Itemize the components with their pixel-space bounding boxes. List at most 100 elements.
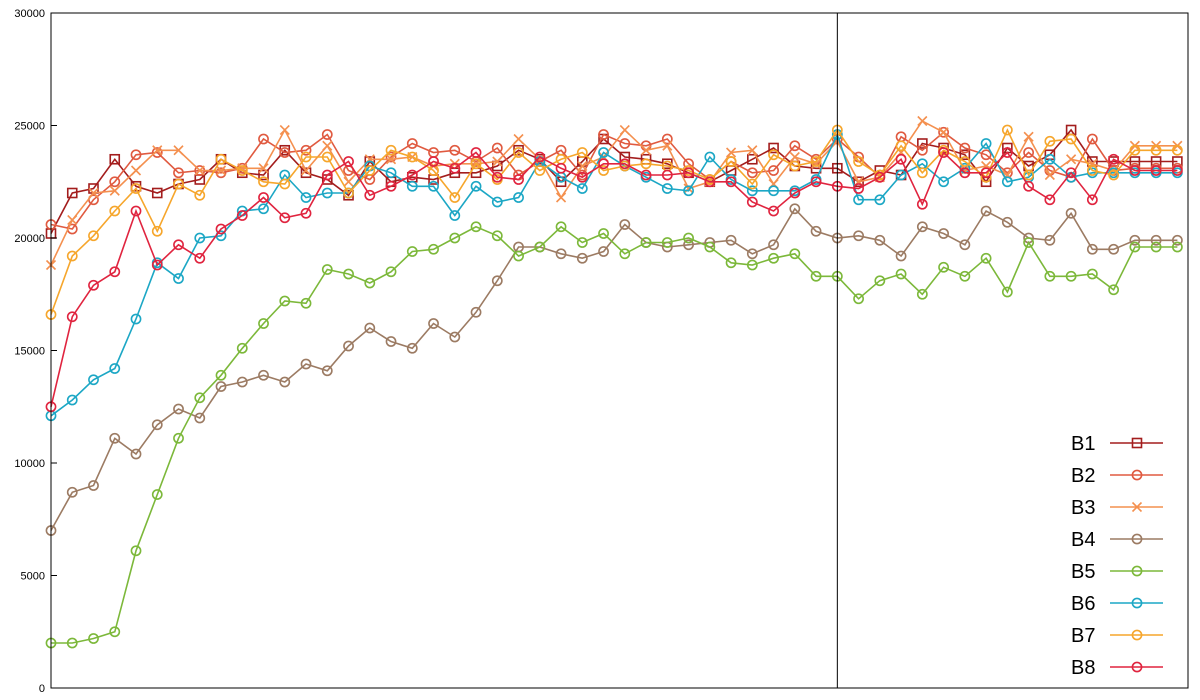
- data-point: [109, 185, 120, 196]
- data-point: [1129, 241, 1141, 253]
- data-point: [959, 270, 971, 282]
- data-point: [258, 369, 269, 381]
- data-point: [449, 192, 461, 203]
- data-point: [492, 156, 503, 167]
- data-point: [279, 295, 291, 307]
- data-point: [555, 162, 567, 174]
- data-point: [576, 171, 588, 183]
- data-point: [725, 176, 737, 188]
- data-point: [449, 144, 461, 156]
- data-point: [491, 171, 503, 183]
- data-point: [555, 248, 567, 260]
- legend-item-b5: B5: [1071, 561, 1163, 583]
- data-point: [640, 158, 652, 170]
- data-point: [661, 169, 673, 181]
- data-point: [279, 212, 291, 224]
- series-line-b6: [50, 132, 1178, 417]
- data-point: [300, 167, 312, 179]
- data-point: [619, 219, 631, 230]
- data-point: [470, 221, 482, 233]
- data-point: [619, 138, 631, 149]
- legend-label: B3: [1071, 497, 1095, 519]
- data-point: [1150, 241, 1162, 253]
- data-point: [279, 147, 291, 158]
- series-line-b8: [50, 151, 1178, 407]
- data-point: [683, 167, 694, 179]
- data-point: [768, 149, 779, 161]
- data-point: [980, 205, 992, 217]
- data-point: [577, 160, 588, 172]
- data-point: [300, 165, 312, 176]
- data-point: [215, 369, 227, 381]
- data-point: [768, 252, 779, 264]
- data-point: [789, 187, 801, 199]
- series-b5: [45, 221, 1183, 649]
- data-point: [300, 192, 312, 203]
- data-point: [88, 230, 99, 242]
- data-point: [1023, 169, 1035, 181]
- data-point: [768, 165, 779, 176]
- data-point: [661, 183, 673, 194]
- y-tick-label: 0: [39, 683, 45, 695]
- data-point: [109, 176, 121, 188]
- legend-label: B1: [1071, 433, 1095, 455]
- data-point: [321, 169, 333, 181]
- data-point: [661, 237, 673, 248]
- data-point: [746, 196, 758, 208]
- data-point: [1065, 167, 1077, 179]
- data-point: [364, 277, 376, 289]
- data-point: [1086, 194, 1098, 206]
- data-point: [1001, 216, 1013, 228]
- data-point: [258, 133, 269, 145]
- data-point: [194, 165, 205, 176]
- data-point: [88, 633, 99, 644]
- data-point: [1044, 169, 1055, 181]
- data-point: [534, 165, 546, 176]
- data-point: [895, 250, 907, 262]
- data-point: [959, 167, 971, 179]
- data-point: [811, 158, 822, 169]
- data-point: [789, 160, 801, 172]
- legend-item-b4: B4: [1071, 529, 1163, 551]
- data-point: [1150, 144, 1162, 156]
- data-point: [874, 171, 886, 183]
- y-tick-label: 30000: [14, 8, 45, 20]
- data-point: [130, 165, 142, 176]
- data-point: [173, 167, 184, 179]
- data-point: [343, 187, 354, 199]
- data-point: [364, 165, 376, 176]
- data-point: [598, 147, 609, 158]
- legend-label: B8: [1071, 657, 1095, 679]
- data-point: [534, 151, 546, 163]
- data-point: [725, 234, 737, 246]
- data-point: [130, 313, 142, 325]
- data-point: [1066, 154, 1077, 165]
- legend-marker: [1131, 629, 1143, 641]
- data-point: [810, 156, 822, 167]
- data-point: [236, 342, 248, 354]
- data-point: [747, 153, 758, 165]
- data-point: [258, 318, 269, 329]
- data-point: [959, 156, 971, 167]
- data-point: [215, 381, 227, 392]
- data-point: [343, 156, 354, 167]
- data-point: [874, 234, 886, 246]
- data-point: [109, 432, 121, 444]
- data-point: [576, 252, 588, 264]
- data-point: [88, 279, 99, 291]
- data-point: [895, 268, 907, 280]
- data-point: [853, 183, 864, 194]
- data-point: [215, 165, 227, 176]
- data-point: [215, 167, 227, 179]
- legend-marker: [1131, 533, 1143, 545]
- data-point: [555, 221, 567, 233]
- data-point: [895, 140, 907, 152]
- data-point: [598, 129, 609, 140]
- data-point: [1044, 135, 1056, 147]
- data-point: [534, 154, 545, 165]
- data-point: [300, 297, 312, 309]
- data-point: [194, 189, 206, 201]
- data-point: [152, 145, 163, 156]
- data-point: [576, 147, 588, 158]
- data-point: [789, 140, 801, 152]
